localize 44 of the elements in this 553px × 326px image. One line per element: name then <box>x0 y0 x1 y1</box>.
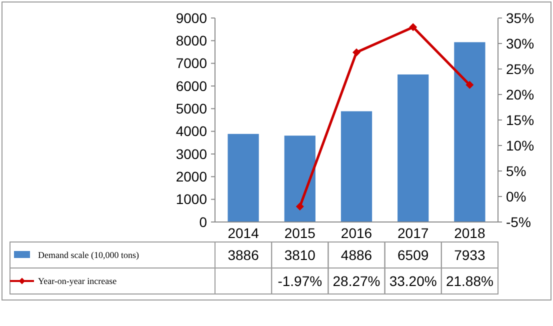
bar <box>340 111 372 222</box>
data-label: 4886 <box>340 246 372 263</box>
y2-tick-label: 20% <box>506 86 534 102</box>
data-label: 21.88% <box>446 272 494 289</box>
y-tick-label: 2000 <box>176 168 208 185</box>
x-tick-label: 2014 <box>228 224 260 241</box>
y2-tick-label: 0% <box>506 188 526 204</box>
point <box>409 23 418 32</box>
y2-tick-label: 10% <box>506 137 534 154</box>
y2-tick-label: 30% <box>506 35 534 52</box>
y-tick-label: 1000 <box>176 191 208 208</box>
point <box>466 80 474 89</box>
bar <box>454 42 486 222</box>
point <box>352 48 360 56</box>
point <box>296 202 304 211</box>
bar <box>398 74 429 222</box>
legend-label: Year-on-year increase <box>38 276 117 286</box>
y-tick-label: 8000 <box>176 32 208 49</box>
y2-tick-label: 5% <box>506 162 526 179</box>
y-tick-label: 6000 <box>176 78 208 94</box>
x-tick-label: 2016 <box>340 224 372 241</box>
y-tick-label: 4000 <box>176 123 208 140</box>
y2-tick-label: -5% <box>506 214 531 230</box>
data-label: 6509 <box>398 246 429 263</box>
y-tick-label: 3000 <box>176 146 208 162</box>
x-tick-label: 2017 <box>398 224 429 241</box>
data-label: 28.27% <box>332 272 380 289</box>
y-tick-label: 9000 <box>176 10 208 26</box>
data-label: 7933 <box>454 246 486 263</box>
y2-tick-label: 15% <box>506 112 534 128</box>
data-label: 3886 <box>228 246 260 263</box>
data-label: 3810 <box>284 246 316 263</box>
y-tick-label: 5000 <box>176 100 208 117</box>
y-tick-label: 7000 <box>176 55 208 72</box>
x-tick-label: 2015 <box>284 224 316 241</box>
legend-label: Demand scale (10,000 tons) <box>38 250 139 260</box>
data-label: 33.20% <box>389 272 437 289</box>
y2-tick-label: 25% <box>506 60 534 77</box>
data-label: -1.97% <box>278 272 322 289</box>
y2-tick-label: 35% <box>506 10 534 26</box>
x-tick-label: 2018 <box>454 224 486 241</box>
bar <box>284 136 316 222</box>
bar <box>228 134 259 222</box>
y-tick-label: 0 <box>199 214 208 230</box>
